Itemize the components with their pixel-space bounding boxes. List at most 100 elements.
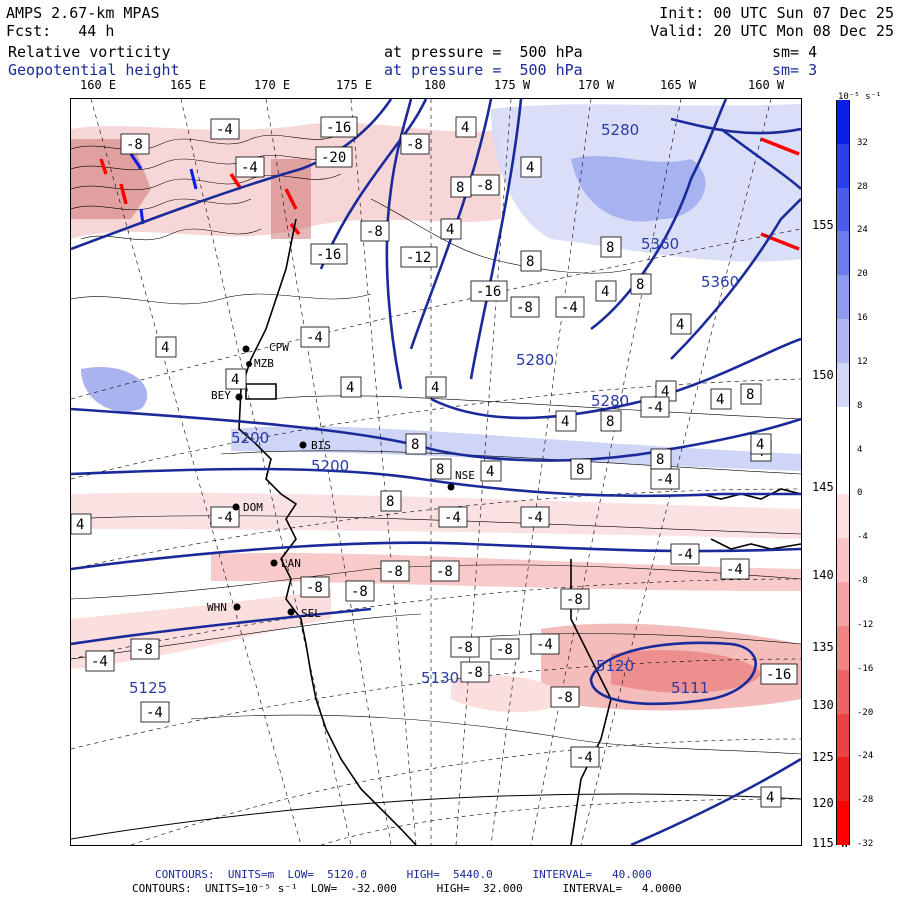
vorticity-label: 8 [576, 462, 584, 478]
vorticity-label: -4 [646, 400, 663, 416]
colorbar-tick-label: 8 [857, 400, 863, 411]
init-time: Init: 00 UTC Sun 07 Dec 25 [659, 4, 894, 22]
height-label: 5130 [421, 669, 459, 687]
vorticity-contour-legend: CONTOURS: UNITS=10⁻⁵ s⁻¹ LOW= -32.000 HI… [132, 882, 682, 895]
vorticity-label: 8 [606, 414, 614, 430]
vorticity-label: 4 [346, 380, 354, 396]
lon-label: 175 E [336, 78, 373, 92]
colorbar-segment [836, 362, 850, 407]
vorticity-label-box [710, 388, 732, 410]
station-label: LAN [281, 557, 301, 570]
vorticity-label-box [225, 368, 247, 390]
vorticity-label: -12 [406, 250, 431, 266]
vorticity-label: 8 [746, 387, 754, 403]
vorticity-label-box [300, 576, 330, 598]
vorticity-label-box [450, 636, 480, 658]
vorticity-label-box [740, 383, 762, 405]
vorticity-label-box [400, 133, 430, 155]
vorticity-label: -20 [321, 150, 346, 166]
vorticity-label-box [720, 558, 750, 580]
vorticity-label-box [555, 296, 585, 318]
vorticity-label-box [120, 133, 150, 155]
vorticity-label: -16 [326, 120, 351, 136]
vorticity-label-box [595, 280, 617, 302]
lon-label: 160 E [80, 78, 117, 92]
vorticity-label-box [480, 460, 502, 482]
field1-name: Relative vorticity [8, 43, 171, 61]
vorticity-label: 4 [676, 317, 684, 333]
vorticity-label: 4 [526, 160, 534, 176]
vorticity-label: -4 [306, 330, 323, 346]
graticule [71, 99, 801, 845]
vorticity-label: 4 [716, 392, 724, 408]
vorticity-label: 8 [526, 254, 534, 270]
height-label: 5200 [231, 429, 269, 447]
colorbar-tick-label: 16 [857, 313, 868, 324]
vorticity-label: -4 [536, 637, 553, 653]
vorticity-label: 8 [386, 494, 394, 510]
vorticity-label-box [490, 638, 520, 660]
geopotential-contours [71, 99, 801, 845]
lon-label: 170 W [578, 78, 615, 92]
height-label: 5280 [601, 121, 639, 139]
vorticity-label-box [520, 250, 542, 272]
height-label: 5125 [129, 679, 167, 697]
vorticity-label: 8 [436, 462, 444, 478]
vorticity-label: -8 [566, 592, 583, 608]
vorticity-label-box [140, 701, 170, 723]
vorticity-label-box [130, 638, 160, 660]
vorticity-label-box [425, 376, 447, 398]
vorticity-label: 4 [486, 464, 494, 480]
vorticity-shading [71, 104, 801, 713]
vorticity-label-box [520, 156, 542, 178]
forecast-hour: Fcst: 44 h [6, 22, 115, 40]
vorticity-label: 4 [601, 284, 609, 300]
colorbar-segment [836, 143, 850, 188]
vorticity-label-box [600, 410, 622, 432]
station-dot [233, 603, 241, 611]
colorbar-segment [836, 275, 850, 320]
vorticity-label-box [405, 433, 427, 455]
height-label: 5360 [641, 235, 679, 253]
colorbar-segment [836, 231, 850, 276]
vorticity-label: 4 [431, 380, 439, 396]
station-dot [270, 559, 278, 567]
vorticity-label-box [455, 116, 477, 138]
vorticity-label: -4 [561, 300, 578, 316]
vorticity-label-box [400, 246, 438, 268]
colorbar-tick-label: 12 [857, 356, 868, 367]
colorbar-segment [836, 669, 850, 714]
vorticity-label-box [460, 661, 490, 683]
colorbar-tick-label: -12 [857, 619, 874, 630]
colorbar-segment [836, 801, 850, 845]
vorticity-label: 4 [76, 517, 84, 533]
vorticity-label-box [380, 560, 410, 582]
vorticity-label-box [520, 506, 550, 528]
colorbar-tick-label: 32 [857, 137, 868, 148]
height-label: 5200 [311, 457, 349, 475]
field2-level: at pressure = 500 hPa [384, 61, 583, 79]
valid-time: Valid: 20 UTC Mon 08 Dec 25 [650, 22, 894, 40]
station-label: CPW [269, 341, 289, 354]
vorticity-label: 4 [161, 340, 169, 356]
vorticity-label: -4 [676, 547, 693, 563]
lon-label: 180 [424, 78, 446, 92]
vorticity-label: -16 [316, 247, 341, 263]
colorbar-segment [836, 538, 850, 583]
colorbar-segment [836, 406, 850, 451]
vorticity-label: -8 [136, 642, 153, 658]
map-panel[interactable]: 5280 5280 5200 5200 5130 5125 5360 5360 … [70, 98, 802, 846]
vorticity-label: 4 [661, 384, 669, 400]
field1-smoothing: sm= 4 [772, 43, 818, 61]
vorticity-label-box [380, 490, 402, 512]
vorticity-label: -8 [556, 690, 573, 706]
colorbar-segment [836, 100, 850, 144]
vorticity-label: -8 [366, 224, 383, 240]
vorticity-label-box [210, 118, 240, 140]
height-label: 5280 [516, 351, 554, 369]
lon-label: 170 E [254, 78, 291, 92]
vorticity-label: -8 [466, 665, 483, 681]
vorticity-label-box [760, 786, 782, 808]
vorticity-label: 4 [461, 120, 469, 136]
vorticity-label-box [530, 633, 560, 655]
